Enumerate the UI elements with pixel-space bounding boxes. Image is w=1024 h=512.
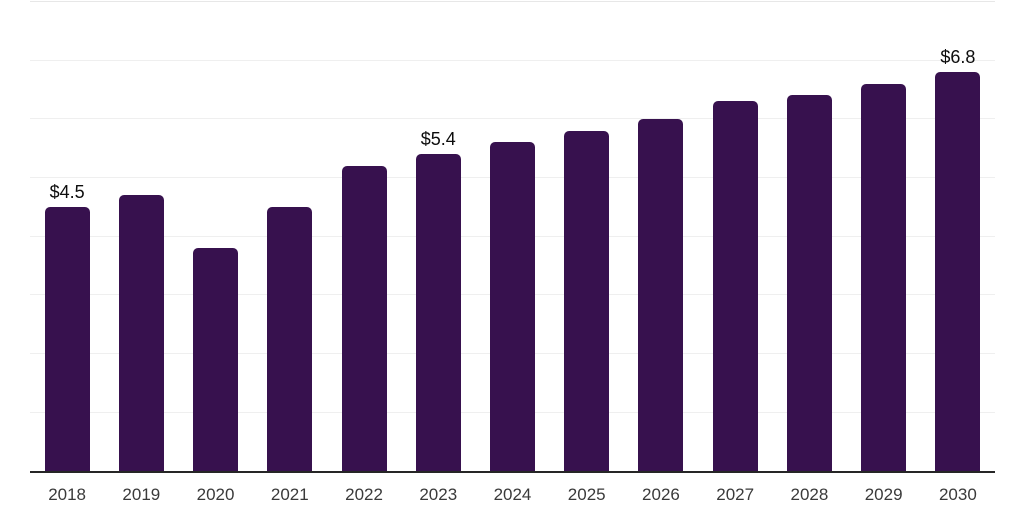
bar-2019 xyxy=(118,195,164,471)
x-axis-line xyxy=(30,471,995,473)
x-tick-label-2021: 2021 xyxy=(270,485,309,504)
x-tick-label-2027: 2027 xyxy=(716,485,755,504)
gridline-8 xyxy=(30,0,995,2)
bar-2024 xyxy=(490,142,535,471)
x-tick-label-2029: 2029 xyxy=(864,485,903,504)
bar-2018 xyxy=(44,206,90,471)
bar-value-label-2030: $6.8 xyxy=(940,46,976,67)
bar-value-label-2023: $5.4 xyxy=(420,129,456,150)
x-tick-label-2018: 2018 xyxy=(48,485,87,504)
bar-2026 xyxy=(638,118,684,471)
bar-2027 xyxy=(712,101,758,471)
bar-2025 xyxy=(564,130,610,471)
bar-2029 xyxy=(861,83,907,471)
gridline-6 xyxy=(30,118,995,120)
x-tick-label-2019: 2019 xyxy=(122,485,161,504)
x-tick-label-2023: 2023 xyxy=(419,485,458,504)
x-tick-label-2030: 2030 xyxy=(938,485,977,504)
x-tick-label-2020: 2020 xyxy=(196,485,235,504)
x-tick-label-2025: 2025 xyxy=(567,485,606,504)
x-tick-label-2022: 2022 xyxy=(345,485,383,504)
bar-2022 xyxy=(341,165,387,471)
x-tick-label-2028: 2028 xyxy=(790,485,829,504)
x-tick-label-2024: 2024 xyxy=(493,485,532,504)
gridline-7 xyxy=(30,59,995,61)
bar-2023 xyxy=(415,154,461,471)
bar-2021 xyxy=(267,206,313,471)
bar-2028 xyxy=(786,95,832,471)
bar-2020 xyxy=(193,247,239,471)
bar-value-label-2018: $4.5 xyxy=(49,181,85,202)
x-tick-label-2026: 2026 xyxy=(642,485,680,504)
bar-2030 xyxy=(935,71,981,471)
